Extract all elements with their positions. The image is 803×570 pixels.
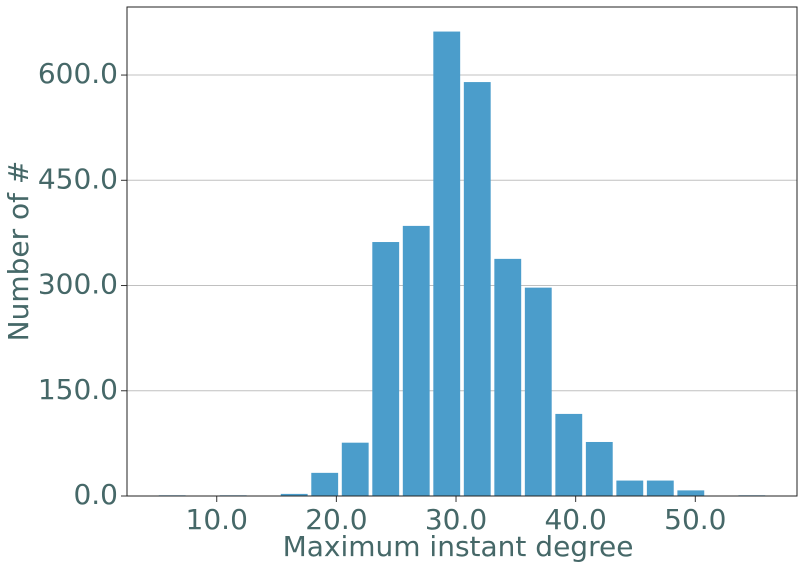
bar	[311, 472, 339, 496]
bar	[433, 31, 461, 496]
bar	[555, 413, 583, 496]
x-tick-label: 10.0	[186, 503, 248, 536]
bar	[372, 242, 400, 496]
bar	[646, 480, 674, 496]
y-tick-label: 600.0	[38, 57, 118, 90]
y-axis-label: Number of #	[2, 161, 35, 342]
bar	[402, 225, 430, 496]
bar	[280, 493, 308, 496]
bar	[585, 441, 613, 496]
bar	[677, 490, 705, 496]
plot-frame	[126, 6, 798, 497]
x-tick-label: 30.0	[425, 503, 487, 536]
y-tick-label: 300.0	[38, 268, 118, 301]
bar	[463, 82, 491, 497]
bar	[341, 442, 369, 496]
y-tick-label: 150.0	[38, 373, 118, 406]
x-axis-label: Maximum instant degree	[283, 530, 634, 563]
bar	[524, 287, 552, 496]
bar	[616, 480, 644, 496]
x-tick-label: 20.0	[305, 503, 367, 536]
x-tick-label: 40.0	[544, 503, 606, 536]
y-tick-label: 450.0	[38, 162, 118, 195]
x-tick-label: 50.0	[664, 503, 726, 536]
bar	[494, 258, 522, 496]
y-tick-label: 0.0	[73, 478, 118, 511]
